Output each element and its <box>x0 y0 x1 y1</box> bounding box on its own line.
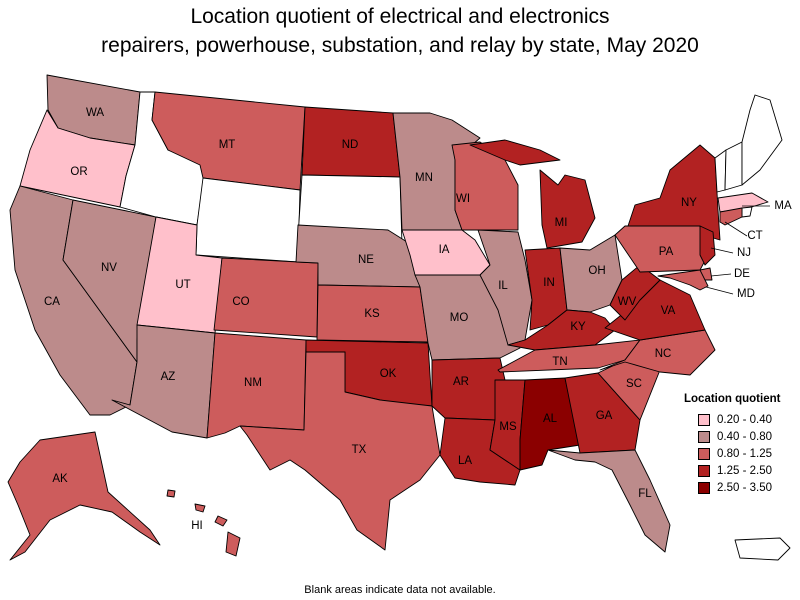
legend-swatch <box>698 413 710 426</box>
state-label-ct: CT <box>747 230 762 242</box>
state-label-ky: KY <box>570 321 586 333</box>
state-label-ga: GA <box>596 410 613 422</box>
state-label-hi: HI <box>191 520 203 532</box>
leader-line <box>724 221 748 237</box>
state-label-ca: CA <box>44 296 60 308</box>
state-label-mo: MO <box>450 312 469 324</box>
state-pr <box>734 537 791 561</box>
state-label-mn: MN <box>415 172 433 184</box>
leader-line <box>710 273 732 277</box>
legend: Location quotient 0.20 - 0.40 0.40 - 0.80… <box>684 393 794 496</box>
legend-swatch <box>698 430 710 443</box>
state-me <box>741 94 783 186</box>
state-label-mt: MT <box>219 139 236 151</box>
legend-swatch <box>698 481 710 494</box>
title-line-1: Location quotient of electrical and elec… <box>190 5 610 28</box>
state-label-ma: MA <box>774 200 792 212</box>
state-label-ut: UT <box>175 279 190 291</box>
state-label-in: IN <box>543 277 555 289</box>
state-label-la: LA <box>458 455 472 467</box>
legend-label: 0.80 - 1.25 <box>717 447 772 460</box>
state-ny <box>627 144 721 241</box>
states-layer <box>7 74 791 561</box>
state-ga <box>564 372 641 454</box>
state-wy <box>195 177 301 263</box>
state-label-il: IL <box>498 280 508 292</box>
legend-item: 0.20 - 0.40 <box>684 411 794 428</box>
leader-line <box>710 247 734 254</box>
legend-item: 1.25 - 2.50 <box>684 462 794 479</box>
state-label-ia: IA <box>439 244 450 256</box>
state-nh <box>724 141 743 191</box>
state-label-ks: KS <box>364 308 380 320</box>
state-ar <box>431 357 506 421</box>
state-label-nd: ND <box>342 139 359 151</box>
state-vt <box>714 149 727 193</box>
state-labels: WA OR CA NV MT UT AZ CO NM ND NE KS OK TX MN IA MO AR LA WI… <box>44 107 792 532</box>
state-ak <box>7 431 161 561</box>
legend-swatch <box>698 464 710 477</box>
state-label-pa: PA <box>659 246 674 258</box>
state-label-oh: OH <box>588 265 605 277</box>
state-label-nv: NV <box>101 262 117 274</box>
legend-label: 0.20 - 0.40 <box>717 413 772 426</box>
legend-item: 0.80 - 1.25 <box>684 445 794 462</box>
legend-label: 2.50 - 3.50 <box>717 481 772 494</box>
state-ri <box>741 206 753 218</box>
state-label-sc: SC <box>626 378 642 390</box>
state-label-co: CO <box>232 296 249 308</box>
state-label-mi: MI <box>555 217 568 229</box>
legend-swatch <box>698 447 710 460</box>
state-label-md: MD <box>737 288 755 300</box>
state-mi <box>469 139 596 249</box>
leader-line <box>705 286 734 295</box>
state-label-wi: WI <box>456 193 470 205</box>
state-wv <box>609 264 661 321</box>
state-label-nj: NJ <box>737 247 751 259</box>
title-line-2: repairers, powerhouse, substation, and r… <box>101 34 699 57</box>
state-label-az: AZ <box>161 371 176 383</box>
state-label-ak: AK <box>52 473 68 485</box>
state-label-tx: TX <box>352 444 367 456</box>
state-label-wv: WV <box>618 296 637 308</box>
legend-title: Location quotient <box>684 393 781 405</box>
state-ct <box>719 207 743 226</box>
legend-label: 1.25 - 2.50 <box>717 464 772 477</box>
state-label-fl: FL <box>638 488 652 500</box>
legend-items: 0.20 - 0.40 0.40 - 0.80 0.80 - 1.25 1.25 - … <box>684 411 794 496</box>
state-tx <box>239 351 441 551</box>
state-label-ne: NE <box>358 254 374 266</box>
state-hi <box>166 489 241 557</box>
state-label-va: VA <box>661 305 676 317</box>
map-title: Location quotient of electrical and elec… <box>0 2 800 60</box>
state-nj <box>699 225 716 266</box>
legend-item: 2.50 - 3.50 <box>684 479 794 496</box>
state-nc <box>599 329 716 376</box>
state-label-ar: AR <box>453 376 469 388</box>
state-label-de: DE <box>734 268 750 280</box>
state-label-nm: NM <box>244 377 262 389</box>
state-md <box>657 269 709 291</box>
state-label-tn: TN <box>552 356 567 368</box>
state-label-ms: MS <box>499 421 517 433</box>
state-label-nc: NC <box>655 348 672 360</box>
state-co <box>213 257 319 338</box>
state-label-ok: OK <box>380 368 397 380</box>
state-label-or: OR <box>70 166 87 178</box>
state-fl <box>547 449 671 553</box>
footnote: Blank areas indicate data not available. <box>304 584 496 596</box>
state-label-ny: NY <box>681 197 697 209</box>
state-label-al: AL <box>543 413 558 425</box>
label-leader-lines <box>705 205 770 295</box>
state-ma <box>717 192 769 213</box>
legend-label: 0.40 - 0.80 <box>717 430 772 443</box>
state-label-wa: WA <box>86 107 104 119</box>
legend-item: 0.40 - 0.80 <box>684 428 794 445</box>
